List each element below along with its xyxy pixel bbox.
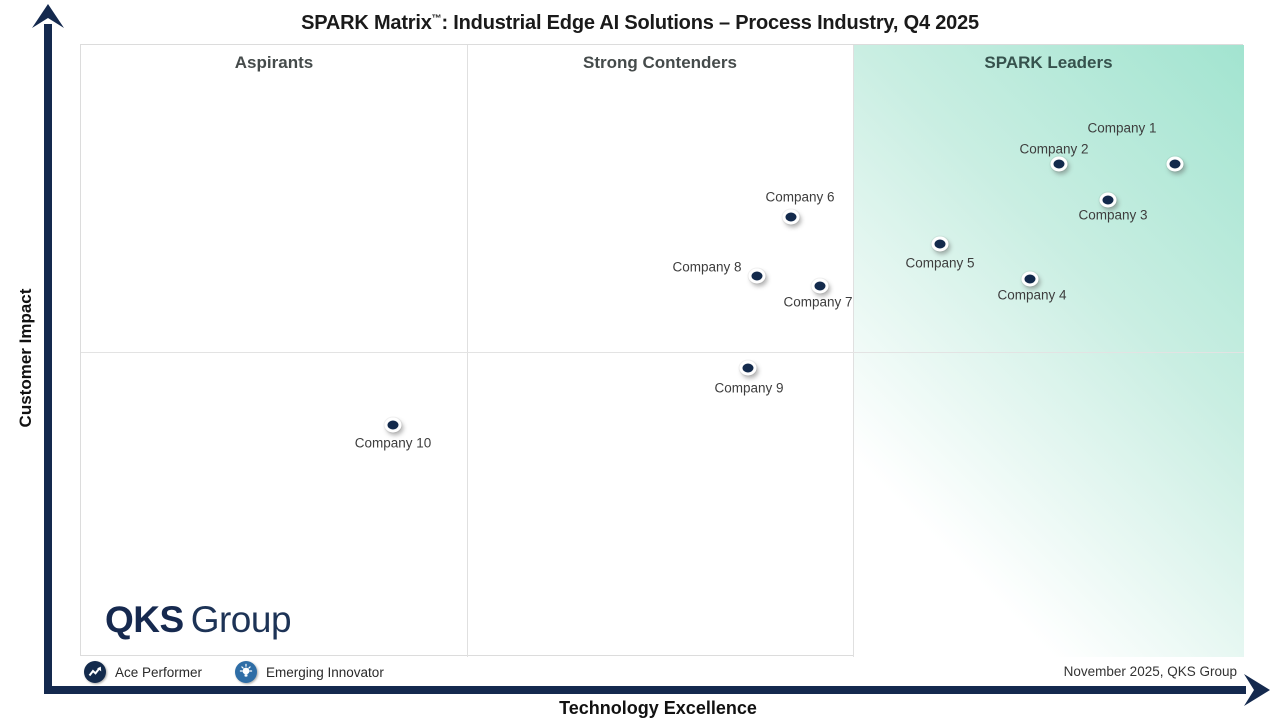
quadrant-header-aspirants: Aspirants [234, 53, 314, 72]
y-axis-line [44, 24, 52, 694]
legend-label-ace-performer: Ace Performer [115, 664, 203, 680]
quadrant-divider-vertical-2 [853, 45, 854, 657]
quadrant-divider-vertical-1 [467, 45, 468, 657]
publication-date: November 2025, QKS Group [1063, 664, 1237, 679]
plot-area: Aspirants Strong Contenders SPARK Leader… [80, 44, 1244, 657]
legend-label-emerging-innovator: Emerging Innovator [266, 664, 384, 680]
page-title: SPARK Matrix™: Industrial Edge AI Soluti… [0, 12, 1280, 35]
x-axis-line [44, 686, 1246, 694]
logo-light-text: Group [190, 599, 292, 640]
quadrant-header-strong-contenders: Strong Contenders [583, 53, 737, 72]
qks-group-logo: QKS Group [105, 599, 292, 641]
title-text: SPARK Matrix [301, 12, 432, 34]
logo-bold-text: QKS [105, 599, 184, 640]
title-subtitle: : Industrial Edge AI Solutions – Process… [441, 12, 979, 34]
legend-item-ace-performer: Ace Performer [84, 661, 202, 683]
trademark-symbol: ™ [431, 13, 442, 25]
y-axis-arrow-icon [32, 4, 64, 28]
legend-item-emerging-innovator: Emerging Innovator [235, 661, 384, 683]
trend-arrow-icon [84, 661, 106, 683]
leaders-gradient-background [853, 45, 1244, 657]
x-axis-arrow-icon [1244, 674, 1270, 706]
legend-row: Ace Performer Emerging Innovator [80, 658, 1243, 686]
quadrant-divider-horizontal [81, 352, 1244, 353]
y-axis-label: Customer Impact [16, 288, 35, 428]
quadrant-header-spark-leaders: SPARK Leaders [984, 53, 1113, 72]
x-axis-label: Technology Excellence [559, 698, 757, 718]
lightbulb-icon [235, 661, 257, 683]
